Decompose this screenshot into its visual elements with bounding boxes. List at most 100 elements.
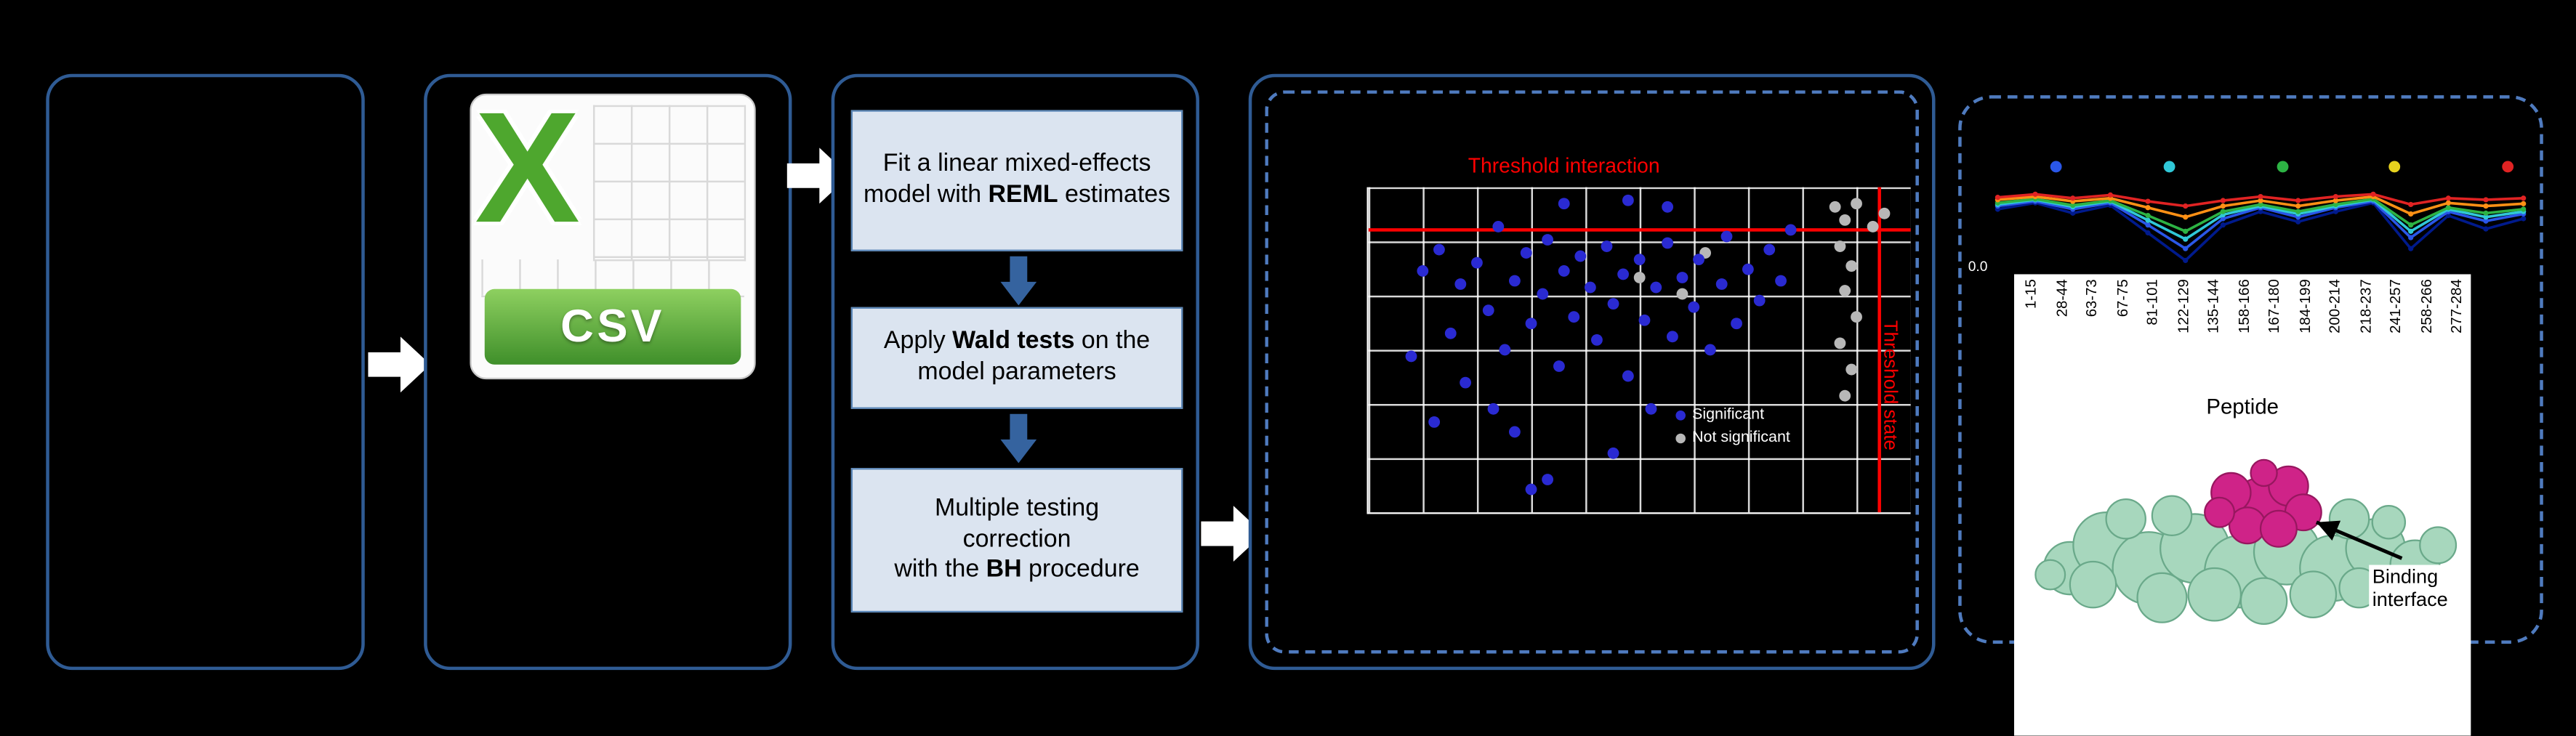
scatter-point: [1677, 272, 1689, 284]
scatter-point: [1606, 298, 1619, 310]
scatter-point: [1677, 288, 1689, 301]
pointer-arrow-icon: [2315, 520, 2403, 560]
uptake-series-marker: [2070, 195, 2076, 201]
step-wald-tests: Apply Wald tests on the model parameters: [850, 307, 1183, 409]
scatter-point: [1688, 302, 1700, 314]
legend-label: Not significant: [1692, 428, 1790, 447]
uptake-series-marker: [2408, 211, 2414, 217]
uptake-series-marker: [2258, 201, 2263, 208]
uptake-series-marker: [2220, 198, 2226, 203]
step-text: Apply Wald tests on the model parameters: [883, 327, 1151, 387]
scatter-point: [1715, 278, 1727, 291]
scatter-point: [1731, 318, 1743, 330]
uptake-series-marker: [2521, 195, 2527, 201]
uptake-series-marker: [2145, 205, 2151, 211]
scatter-point: [1650, 282, 1662, 294]
threshold-line-vertical: [1877, 187, 1882, 513]
timepoint-legend-dots: [2050, 161, 2514, 173]
down-arrow-icon: [1000, 256, 1037, 306]
uptake-series-marker: [2258, 198, 2263, 203]
scatter-point: [1704, 344, 1716, 356]
timepoint-dot-icon: [2276, 161, 2288, 173]
scatter-point: [1558, 198, 1570, 209]
uptake-series-marker: [2183, 246, 2189, 251]
scatter-point: [1541, 233, 1553, 246]
uptake-series-marker: [2483, 218, 2489, 224]
timepoint-dot-icon: [2388, 161, 2401, 173]
scatter-point: [1834, 337, 1846, 349]
right-arrow-icon: [368, 336, 431, 393]
scatter-point: [1851, 311, 1862, 323]
scatter-point: [1552, 360, 1564, 372]
scatter-point: [1569, 311, 1581, 323]
csv-banner-label: CSV: [484, 288, 741, 365]
uptake-series-marker: [2220, 203, 2226, 209]
scatter-point: [1877, 207, 1890, 219]
scatter-point: [1742, 262, 1754, 275]
significance-plot-panel: Threshold interaction Threshold state Si…: [1248, 73, 1936, 671]
scatter-point: [1851, 198, 1862, 209]
scatter-point: [1785, 223, 1798, 235]
scatter-point: [1509, 275, 1521, 288]
uptake-series-marker: [2333, 201, 2338, 208]
scatter-point: [1752, 295, 1765, 307]
scatter-point: [1541, 474, 1553, 486]
scatter-point: [1633, 272, 1646, 284]
scatter-point: [1867, 220, 1879, 232]
uptake-series-marker: [2483, 210, 2489, 216]
uptake-series-marker: [2408, 222, 2414, 228]
csv-panel: X CSV: [424, 73, 792, 671]
peptide-tick-label: 241-257: [2387, 279, 2404, 333]
uptake-series-marker: [2295, 198, 2301, 203]
legend-item: Not significant: [1675, 429, 1790, 447]
uptake-series-marker: [2107, 192, 2114, 198]
scatter-point: [1509, 425, 1521, 437]
input-panel: [46, 73, 365, 671]
scatter-point: [1633, 253, 1646, 264]
uptake-series-marker: [2521, 201, 2527, 206]
scatter-point: [1622, 370, 1635, 382]
scatter-legend: Significant Not significant: [1675, 405, 1790, 451]
peptide-tick-label: 1-15: [2022, 279, 2039, 309]
scatter-point: [1661, 236, 1673, 248]
scatter-point: [1840, 285, 1851, 297]
scatter-point: [1558, 266, 1570, 278]
scatter-point: [1829, 201, 1841, 213]
scatter-point: [1774, 275, 1787, 288]
scatter-point: [1492, 220, 1505, 232]
uptake-line-chart: [1995, 191, 2527, 264]
scatter-point: [1417, 266, 1429, 278]
step-text: Multiple testing correction with the BH pr…: [894, 494, 1140, 584]
scatter-point: [1834, 240, 1846, 252]
peptide-tick-label: 167-180: [2265, 279, 2282, 333]
scatter-point: [1840, 389, 1851, 401]
threshold-interaction-label: Threshold interaction: [1468, 154, 1660, 178]
scatter-point: [1590, 334, 1602, 346]
scatter-point: [1498, 344, 1510, 356]
uptake-series-marker: [2445, 195, 2451, 201]
uptake-series-marker: [2483, 197, 2489, 203]
threshold-line-horizontal: [1368, 228, 1911, 232]
legend-dot-icon: [1675, 409, 1686, 420]
uptake-series-marker: [2408, 201, 2414, 208]
uptake-series-marker: [2145, 217, 2151, 223]
scatter-point: [1433, 243, 1445, 255]
statistics-pipeline-panel: Fit a linear mixed-effects model with RE…: [831, 73, 1199, 671]
legend-label: Significant: [1692, 405, 1765, 424]
uptake-series-marker: [2258, 209, 2263, 214]
uptake-series-marker: [1995, 195, 2001, 201]
uptake-series-marker: [2070, 202, 2076, 209]
scatter-point: [1536, 288, 1548, 301]
scatter-point: [1487, 403, 1500, 414]
uptake-series-marker: [2370, 191, 2376, 197]
scatter-point: [1666, 331, 1678, 343]
uptake-series-marker: [2295, 219, 2301, 225]
scatter-point: [1574, 249, 1586, 262]
peptide-tick-label: 67-75: [2113, 279, 2130, 318]
csv-file-icon: X CSV: [470, 81, 756, 380]
timepoint-dot-icon: [2163, 161, 2175, 173]
uptake-series-marker: [2333, 209, 2338, 214]
scatter-point: [1845, 259, 1857, 271]
step-fit-model: Fit a linear mixed-effects model with RE…: [850, 110, 1183, 251]
scatter-point: [1693, 253, 1705, 264]
